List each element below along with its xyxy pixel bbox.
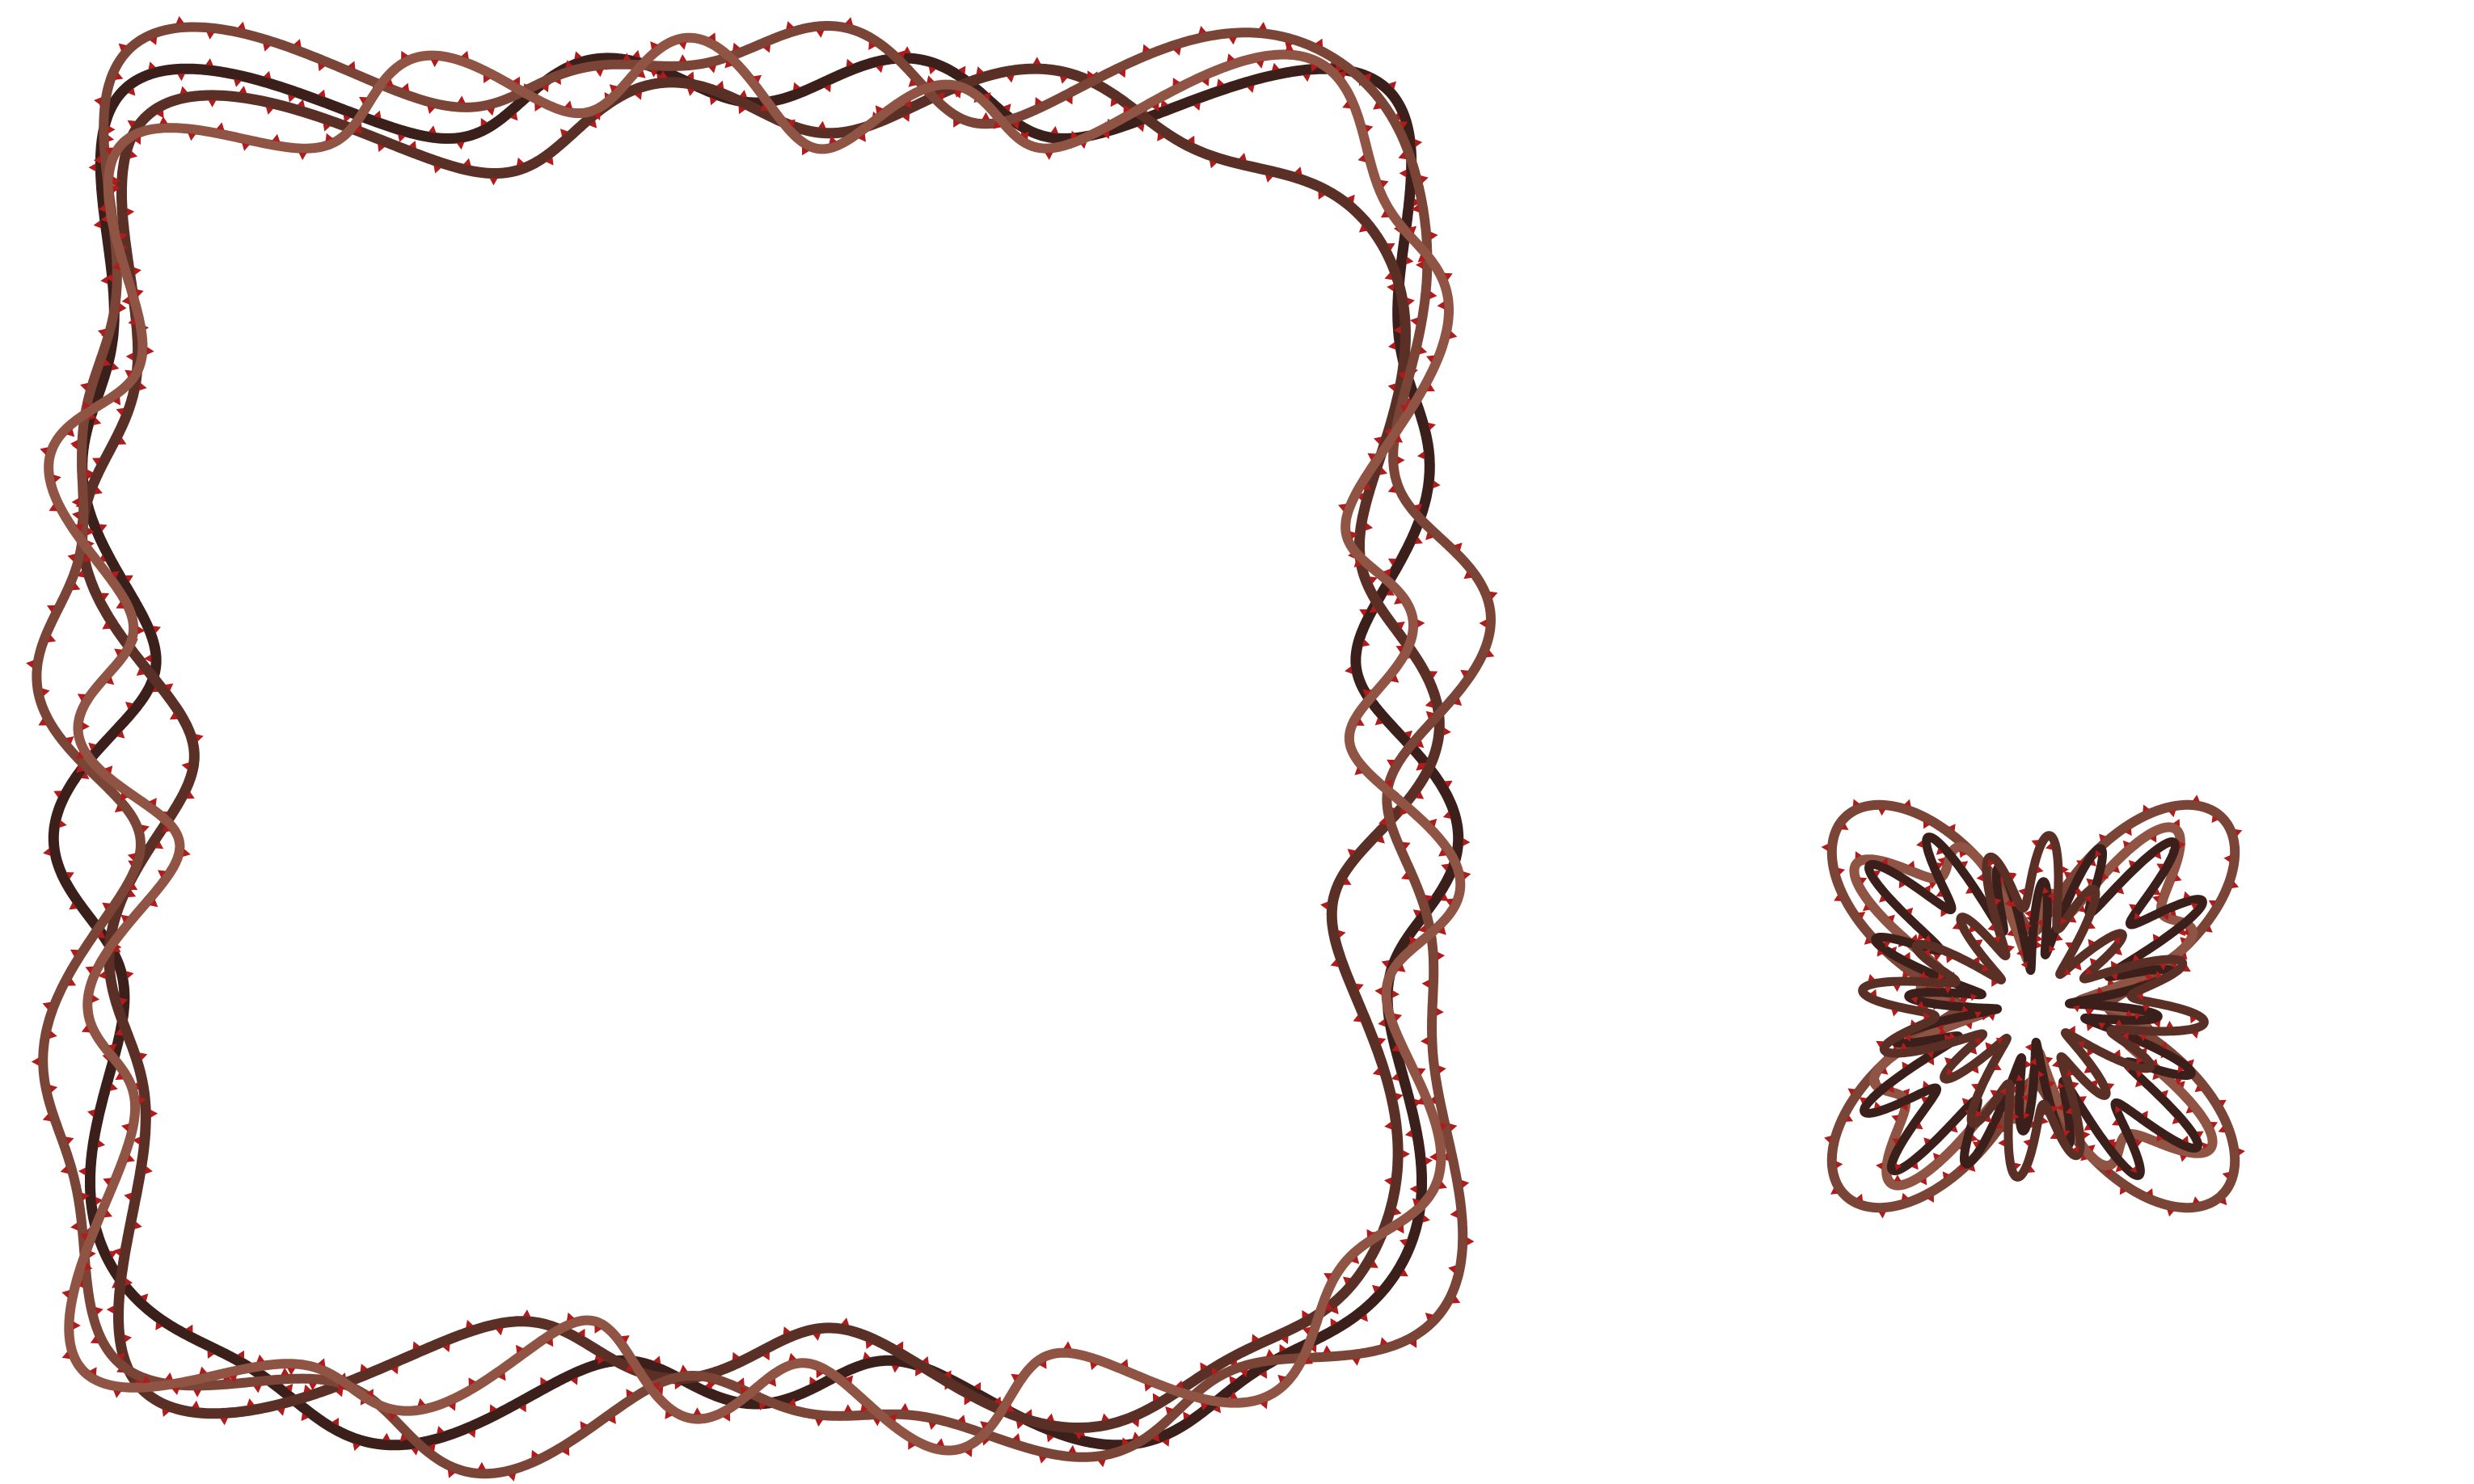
- knot-vine-3-thorns: [1859, 841, 2204, 1174]
- knot-vine-4: [1858, 831, 2209, 1182]
- square-thorn-frame: [26, 15, 1498, 1482]
- x-shaped-thorn-knot: [1821, 795, 2245, 1219]
- frame-vine-2: [77, 63, 1445, 1433]
- frame-vine-3: [32, 21, 1496, 1479]
- frame-vine-4: [44, 32, 1466, 1456]
